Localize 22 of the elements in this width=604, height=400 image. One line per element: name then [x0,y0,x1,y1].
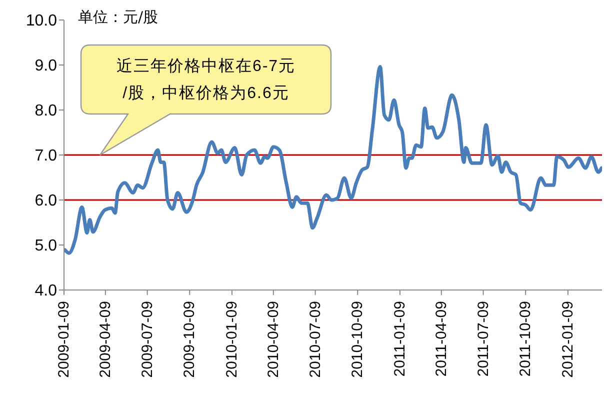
x-tick-label: 2011-10-09 [517,301,534,377]
y-tick-label: 4.0 [34,282,58,300]
x-tick-label: 2012-01-09 [559,301,576,378]
x-tick-label: 2009-01-09 [56,301,72,378]
x-tick-label: 2009-10-09 [181,301,198,378]
x-tick-label: 2011-04-09 [432,301,450,377]
annotation: 近三年价格中枢在6-7元 /股，中枢价格为6.6元 [116,56,296,104]
x-tick-label: 2009-04-09 [96,301,114,378]
x-tick-label: 2010-10-09 [349,301,366,378]
y-tick-label: 8.0 [34,102,58,120]
annotation: 单位：元/股 [78,8,158,27]
x-tick-label: 2010-01-09 [223,301,240,378]
x-tick-label: 2010-04-09 [264,301,282,378]
x-tick-label: 2010-07-09 [306,301,324,378]
x-tick-label: 2009-07-09 [138,301,156,378]
x-tick-label: 2011-01-09 [391,301,408,377]
y-tick-label: 7.0 [34,148,58,165]
x-tick-label: 2011-07-09 [474,301,492,377]
y-tick-label: 5.0 [34,238,58,255]
y-tick-label: 10.0 [26,12,58,30]
y-tick-label: 6.0 [34,192,58,210]
y-tick-label: 9.0 [34,58,58,75]
